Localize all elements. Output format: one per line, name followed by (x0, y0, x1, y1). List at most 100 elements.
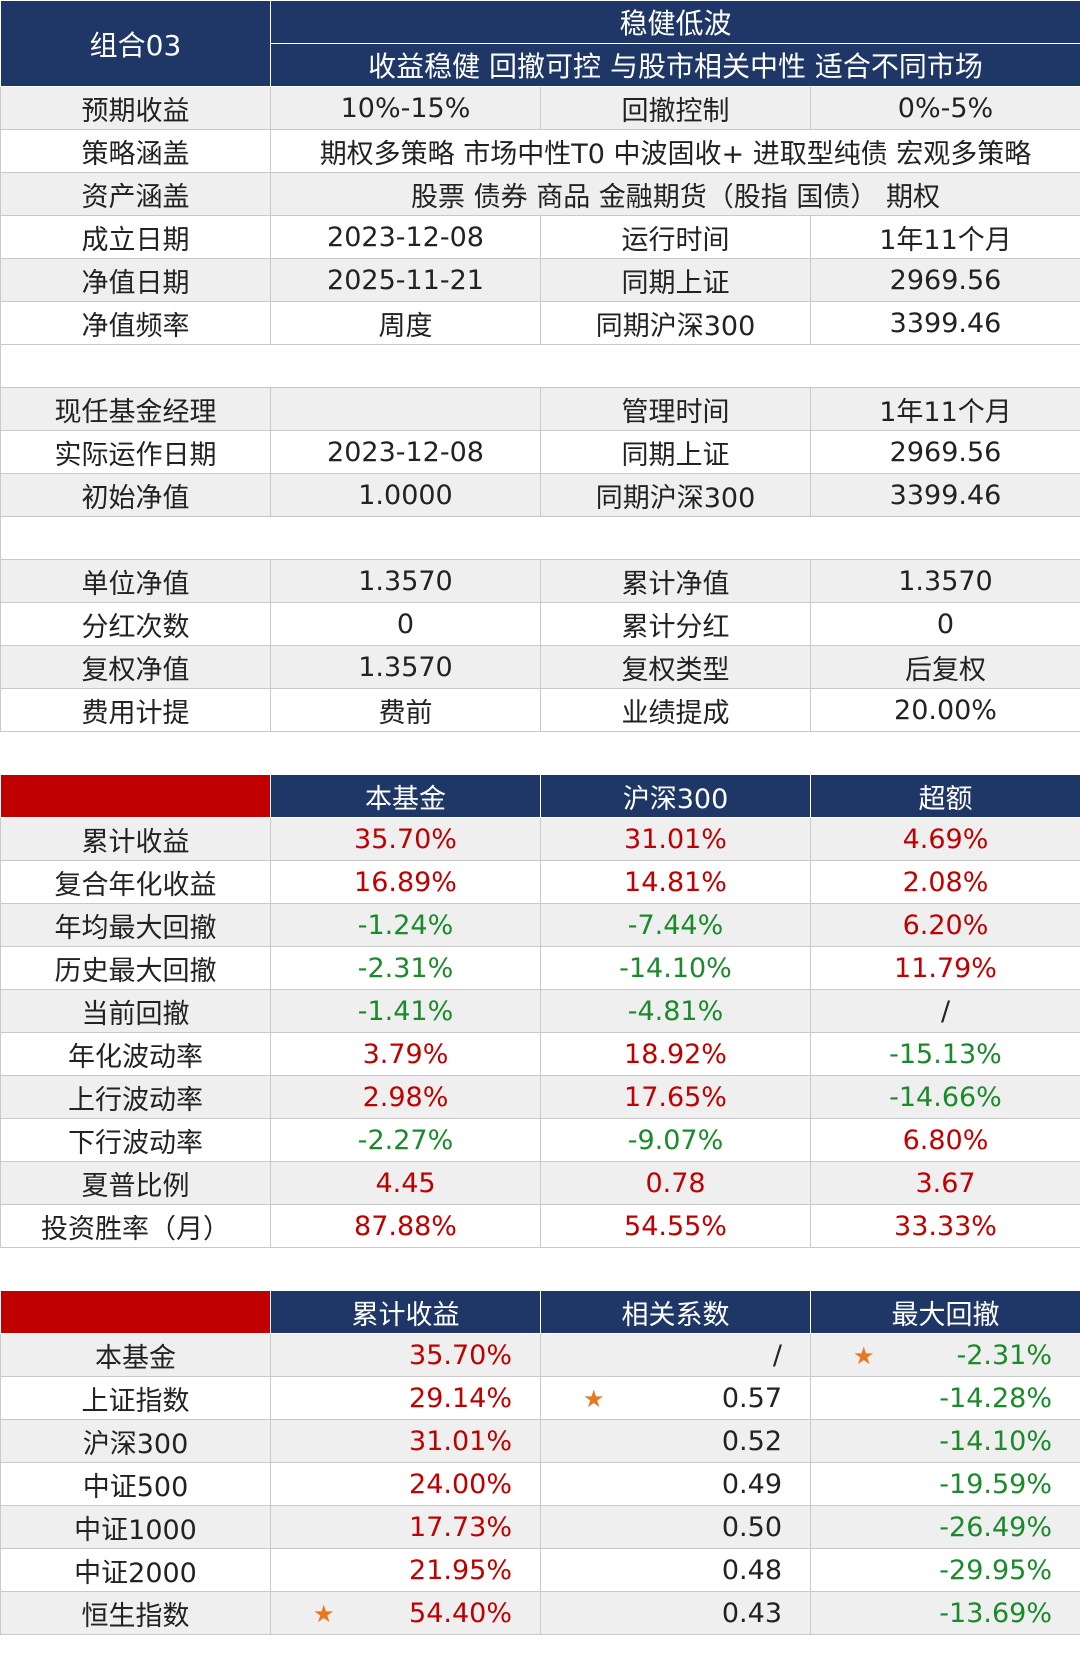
table-row: 投资胜率（月） 87.88% 54.55% 33.33% (0, 1204, 1080, 1248)
compare-value: 0.57 (721, 1382, 782, 1414)
perf-value: -2.31% (270, 946, 541, 990)
compare-value: 35.70% (409, 1339, 512, 1371)
info-label: 回撤控制 (540, 86, 811, 130)
compare-header-blank (0, 1290, 271, 1334)
compare-value: 29.14% (409, 1382, 512, 1414)
compare-value-cell: ★ 54.40% (270, 1591, 541, 1635)
table-row: 费用计提 费前 业绩提成 20.00% (0, 688, 1080, 732)
perf-value: 31.01% (540, 817, 811, 861)
info-value: 0%-5% (810, 86, 1080, 130)
compare-value: / (772, 1339, 782, 1371)
spacer-row (0, 731, 1080, 775)
manager-value (270, 387, 541, 431)
nav-label: 复权类型 (540, 645, 811, 689)
compare-value: -14.10% (939, 1425, 1052, 1457)
table-row (0, 516, 1080, 560)
table-row: 资产涵盖 股票 债券 商品 金融期货（股指 国债） 期权 (0, 172, 1080, 216)
manager-label: 实际运作日期 (0, 430, 271, 474)
compare-label: 中证2000 (0, 1548, 271, 1592)
compare-value: -19.59% (939, 1468, 1052, 1500)
compare-value: -26.49% (939, 1511, 1052, 1543)
perf-value: / (810, 989, 1080, 1033)
compare-header: 最大回撤 (810, 1290, 1080, 1334)
info-value: 1年11个月 (810, 215, 1080, 259)
table-row: 预期收益 10%-15% 回撤控制 0%-5% (0, 86, 1080, 130)
compare-header: 累计收益 (270, 1290, 541, 1334)
fund-table: 组合03 稳健低波 收益稳健 回撤可控 与股市相关中性 适合不同市场 预期收益 1… (0, 0, 1080, 1635)
perf-value: 3.67 (810, 1161, 1080, 1205)
perf-label: 上行波动率 (0, 1075, 271, 1119)
spacer-row (0, 344, 1080, 388)
perf-value: 3.79% (270, 1032, 541, 1076)
perf-value: 17.65% (540, 1075, 811, 1119)
compare-value-cell: 0.49 (540, 1462, 811, 1506)
table-row: 当前回撤 -1.41% -4.81% / (0, 989, 1080, 1033)
compare-label: 上证指数 (0, 1376, 271, 1420)
info-label: 净值频率 (0, 301, 271, 345)
compare-value-cell: 0.52 (540, 1419, 811, 1463)
perf-header: 沪深300 (540, 774, 811, 818)
perf-value: 14.81% (540, 860, 811, 904)
table-row: 净值日期 2025-11-21 同期上证 2969.56 (0, 258, 1080, 302)
perf-label: 历史最大回撤 (0, 946, 271, 990)
perf-value: 4.69% (810, 817, 1080, 861)
compare-value-cell: 24.00% (270, 1462, 541, 1506)
nav-label: 分红次数 (0, 602, 271, 646)
star-icon: ★ (583, 1385, 605, 1413)
perf-label: 年化波动率 (0, 1032, 271, 1076)
nav-label: 累计分红 (540, 602, 811, 646)
compare-label: 沪深300 (0, 1419, 271, 1463)
compare-value-cell: ★ 0.57 (540, 1376, 811, 1420)
compare-label: 恒生指数 (0, 1591, 271, 1635)
perf-value: -1.24% (270, 903, 541, 947)
nav-label: 业绩提成 (540, 688, 811, 732)
manager-value: 1.0000 (270, 473, 541, 517)
info-value: 2969.56 (810, 258, 1080, 302)
star-icon: ★ (853, 1342, 875, 1370)
perf-value: 87.88% (270, 1204, 541, 1248)
nav-value: 20.00% (810, 688, 1080, 732)
manager-label: 同期上证 (540, 430, 811, 474)
nav-value: 1.3570 (270, 559, 541, 603)
info-label: 净值日期 (0, 258, 271, 302)
info-label: 运行时间 (540, 215, 811, 259)
nav-label: 费用计提 (0, 688, 271, 732)
perf-header: 本基金 (270, 774, 541, 818)
table-row: 策略涵盖 期权多策略 市场中性T0 中波固收+ 进取型纯债 宏观多策略 (0, 129, 1080, 173)
table-row: 复合年化收益 16.89% 14.81% 2.08% (0, 860, 1080, 904)
perf-value: -4.81% (540, 989, 811, 1033)
nav-value: 1.3570 (810, 559, 1080, 603)
compare-value: -29.95% (939, 1554, 1052, 1586)
perf-value: 6.20% (810, 903, 1080, 947)
compare-header: 相关系数 (540, 1290, 811, 1334)
perf-label: 下行波动率 (0, 1118, 271, 1162)
perf-value: 2.08% (810, 860, 1080, 904)
compare-value-cell: 0.48 (540, 1548, 811, 1592)
compare-value-cell: 17.73% (270, 1505, 541, 1549)
table-row (0, 344, 1080, 388)
manager-value: 2023-12-08 (270, 430, 541, 474)
compare-value-cell: 21.95% (270, 1548, 541, 1592)
compare-value-cell: 0.43 (540, 1591, 811, 1635)
info-label: 策略涵盖 (0, 129, 271, 173)
table-row: 中证1000 17.73% 0.50 -26.49% (0, 1505, 1080, 1549)
compare-value: 0.48 (721, 1554, 782, 1586)
perf-value: 6.80% (810, 1118, 1080, 1162)
table-row: 成立日期 2023-12-08 运行时间 1年11个月 (0, 215, 1080, 259)
perf-value: 18.92% (540, 1032, 811, 1076)
manager-label: 初始净值 (0, 473, 271, 517)
info-value: 2023-12-08 (270, 215, 541, 259)
table-row: 初始净值 1.0000 同期沪深300 3399.46 (0, 473, 1080, 517)
compare-value-cell: 0.50 (540, 1505, 811, 1549)
compare-value: 0.52 (721, 1425, 782, 1457)
compare-value-cell: -29.95% (810, 1548, 1080, 1592)
table-row: 上证指数 29.14% ★ 0.57 -14.28% (0, 1376, 1080, 1420)
perf-value: -2.27% (270, 1118, 541, 1162)
perf-value: -1.41% (270, 989, 541, 1033)
compare-value-cell: -19.59% (810, 1462, 1080, 1506)
perf-value: 54.55% (540, 1204, 811, 1248)
manager-value: 2969.56 (810, 430, 1080, 474)
compare-value: 31.01% (409, 1425, 512, 1457)
perf-label: 年均最大回撤 (0, 903, 271, 947)
compare-value: 17.73% (409, 1511, 512, 1543)
